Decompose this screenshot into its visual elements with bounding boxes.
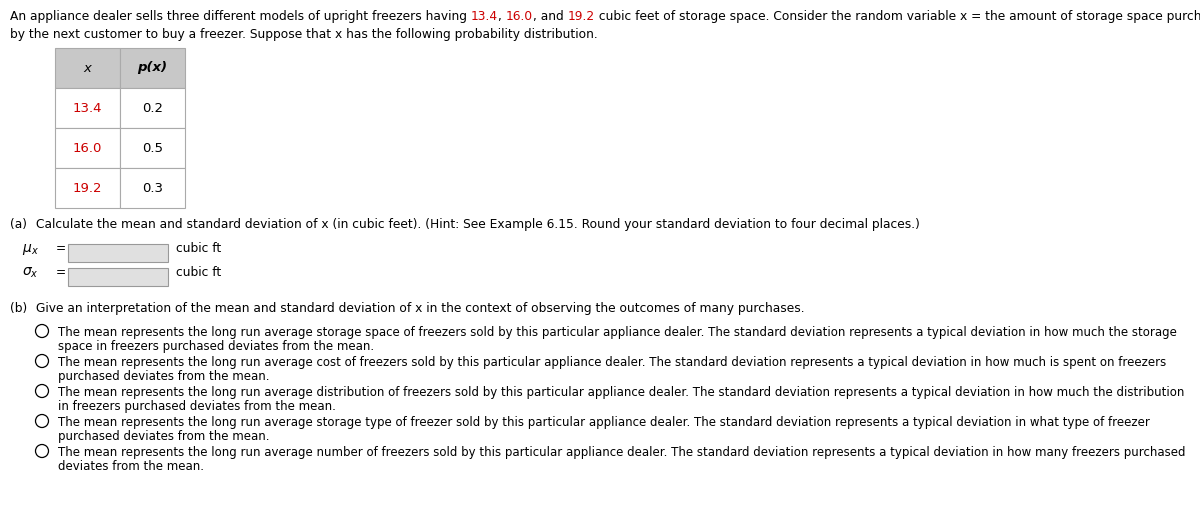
Bar: [120, 128, 185, 168]
Text: 13.4: 13.4: [73, 101, 102, 115]
Bar: [120, 168, 185, 208]
Text: cubic ft: cubic ft: [176, 266, 221, 279]
Text: , and: , and: [533, 10, 568, 23]
Text: p(x): p(x): [138, 62, 168, 74]
Text: Calculate the mean and standard deviation of x (in cubic feet). (Hint: See Examp: Calculate the mean and standard deviatio…: [36, 218, 920, 231]
Text: ,: ,: [498, 10, 505, 23]
Text: 0.5: 0.5: [142, 142, 163, 154]
Text: cubic feet of storage space. Consider the random variable x = the amount of stor: cubic feet of storage space. Consider th…: [595, 10, 1200, 23]
Bar: [55, 48, 120, 88]
Text: The mean represents the long run average storage type of freezer sold by this pa: The mean represents the long run average…: [58, 416, 1150, 429]
Text: space in freezers purchased deviates from the mean.: space in freezers purchased deviates fro…: [58, 340, 374, 353]
Bar: [120, 48, 185, 88]
Text: (b): (b): [10, 302, 28, 315]
Bar: [68, 268, 168, 286]
Text: 0.3: 0.3: [142, 181, 163, 195]
Text: The mean represents the long run average cost of freezers sold by this particula: The mean represents the long run average…: [58, 356, 1166, 369]
Text: cubic ft: cubic ft: [176, 242, 221, 255]
Text: Give an interpretation of the mean and standard deviation of x in the context of: Give an interpretation of the mean and s…: [36, 302, 805, 315]
Text: $\sigma_x$: $\sigma_x$: [22, 266, 38, 280]
Text: 16.0: 16.0: [505, 10, 533, 23]
Text: The mean represents the long run average distribution of freezers sold by this p: The mean represents the long run average…: [58, 386, 1184, 399]
Text: =: =: [56, 242, 66, 255]
Text: $\mu_x$: $\mu_x$: [22, 242, 38, 257]
Text: 0.2: 0.2: [142, 101, 163, 115]
Text: purchased deviates from the mean.: purchased deviates from the mean.: [58, 370, 270, 383]
Text: An appliance dealer sells three different models of upright freezers having: An appliance dealer sells three differen…: [10, 10, 470, 23]
Text: in freezers purchased deviates from the mean.: in freezers purchased deviates from the …: [58, 400, 336, 413]
Bar: [55, 88, 120, 128]
Text: 19.2: 19.2: [568, 10, 595, 23]
Bar: [120, 88, 185, 128]
Text: 19.2: 19.2: [73, 181, 102, 195]
Text: The mean represents the long run average number of freezers sold by this particu: The mean represents the long run average…: [58, 446, 1186, 459]
Text: =: =: [56, 266, 66, 279]
Text: deviates from the mean.: deviates from the mean.: [58, 460, 204, 473]
Bar: [55, 128, 120, 168]
Text: by the next customer to buy a freezer. Suppose that x has the following probabil: by the next customer to buy a freezer. S…: [10, 28, 598, 41]
Text: (a): (a): [10, 218, 28, 231]
Bar: [68, 244, 168, 262]
Text: 13.4: 13.4: [470, 10, 498, 23]
Text: The mean represents the long run average storage space of freezers sold by this : The mean represents the long run average…: [58, 326, 1177, 339]
Text: purchased deviates from the mean.: purchased deviates from the mean.: [58, 430, 270, 443]
Text: 16.0: 16.0: [73, 142, 102, 154]
Bar: [55, 168, 120, 208]
Text: x: x: [84, 62, 91, 74]
